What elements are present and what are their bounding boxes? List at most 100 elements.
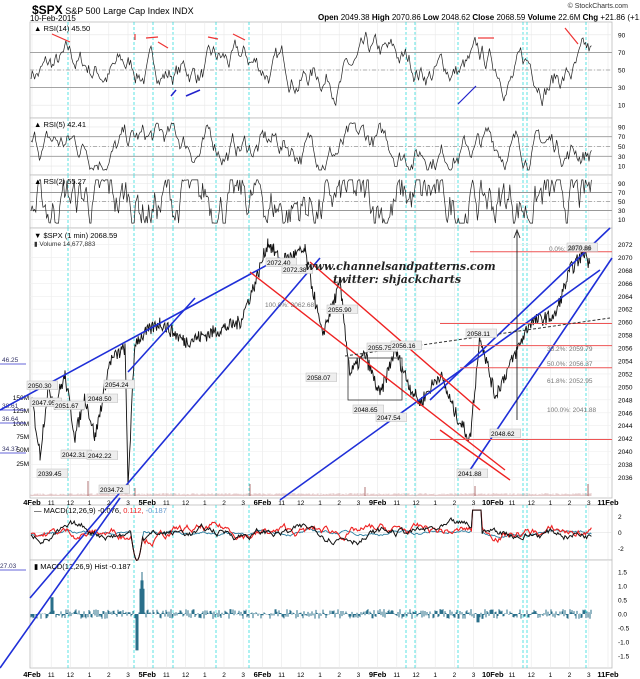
x-axis-tick: 11 <box>393 672 400 679</box>
hist-label: ▮ MACD(12,26,9) Hist -0.187 <box>34 562 131 571</box>
x-axis-tick: 3 <box>357 672 361 679</box>
x-axis-tick: 6Feb <box>254 670 272 679</box>
x-axis-tick: 11 <box>509 500 516 507</box>
price-axis-tick: 2048 <box>618 397 633 404</box>
copyright: © StockCharts.com <box>567 3 628 10</box>
macd-axis-tick: 2 <box>618 514 622 521</box>
x-axis-tick: 1 <box>549 672 553 679</box>
x-axis-tick: 2 <box>568 672 572 679</box>
x-axis-tick: 3 <box>357 500 361 507</box>
price-panel-label: ▼ $SPX (1 min) 2068.59 <box>34 231 117 240</box>
x-axis-tick: 1 <box>203 672 207 679</box>
price-axis-tick: 2068 <box>618 268 633 275</box>
x-axis-tick: 2 <box>222 500 226 507</box>
low-value: 2048.62 <box>441 13 471 22</box>
hist-axis-tick: 0.5 <box>618 598 627 605</box>
x-axis-tick: 9Feb <box>369 498 387 507</box>
x-axis-tick: 3 <box>587 500 591 507</box>
volume-axis-tick: 75M <box>16 434 29 441</box>
x-axis-tick: 3 <box>241 672 245 679</box>
macd-line <box>30 509 592 561</box>
x-axis-tick: 3 <box>472 672 476 679</box>
price-annotation: 2072.40 <box>267 260 291 267</box>
left-axis-tick: 36.64 <box>2 416 19 423</box>
x-axis-tick: 2 <box>337 500 341 507</box>
x-axis-tick: 3 <box>126 500 130 507</box>
hist-axis-tick: 1.0 <box>618 584 627 591</box>
channel-line <box>429 227 611 401</box>
price-axis-tick: 2062 <box>618 307 633 314</box>
macd-axis-tick: 0 <box>618 530 622 537</box>
x-axis-tick: 10Feb <box>482 670 504 679</box>
x-axis-tick: 3 <box>241 500 245 507</box>
x-axis-tick: 9Feb <box>369 670 387 679</box>
x-axis-tick: 11Feb <box>597 498 619 507</box>
x-axis-tick: 11 <box>509 672 516 679</box>
volume-axis-tick: 50M <box>16 447 29 454</box>
watermark-twitter: twitter: shjackcharts <box>333 273 461 286</box>
y-axis-tick: 50 <box>618 68 626 75</box>
x-axis-tick: 1 <box>318 500 322 507</box>
price-axis-tick: 2054 <box>618 359 633 366</box>
x-axis-tick: 5Feb <box>138 498 156 507</box>
x-axis-tick: 2 <box>107 500 111 507</box>
rsi5-line <box>30 122 592 171</box>
fib-annotation: 0.0%: 2070.88 <box>549 246 591 253</box>
y-axis-tick: 50 <box>618 144 626 151</box>
price-axis-tick: 2050 <box>618 384 633 391</box>
open-value: 2049.38 <box>340 13 370 22</box>
x-axis-tick: 12 <box>528 672 536 679</box>
channel-line <box>29 257 321 599</box>
x-axis-tick: 12 <box>528 500 536 507</box>
price-annotation: 2047.95 <box>32 400 56 407</box>
price-annotation: 2058.11 <box>467 331 490 338</box>
exchange: INDX <box>172 6 194 16</box>
change-value: +21.86 (+1.07%) <box>600 13 640 22</box>
channel-line <box>439 429 511 481</box>
y-axis-tick: 70 <box>618 134 626 141</box>
left-axis-tick: 38.61 <box>2 403 19 410</box>
rsi14-line <box>30 31 592 107</box>
left-axis-tick: 34.37 <box>2 446 19 453</box>
y-axis-tick: 30 <box>618 208 626 215</box>
index-name: S&P 500 Large Cap Index <box>65 6 170 16</box>
price-annotation: 2050.30 <box>28 383 52 390</box>
price-axis-tick: 2052 <box>618 371 633 378</box>
price-annotation: 2047.54 <box>377 415 401 422</box>
x-axis-tick: 1 <box>433 500 437 507</box>
x-axis-tick: 12 <box>182 500 190 507</box>
fib-annotation: 50.0%: 2056.37 <box>547 361 593 368</box>
volume-value: 22.6M <box>558 13 581 22</box>
x-axis-tick: 1 <box>88 672 92 679</box>
left-axis-tick: 27.03 <box>0 563 17 570</box>
y-axis-tick: 90 <box>618 124 626 131</box>
hist-axis-tick: -1.0 <box>618 640 630 647</box>
chart-date: 10-Feb-2015 <box>30 14 76 23</box>
x-axis-tick: 11Feb <box>597 670 619 679</box>
y-axis-tick: 10 <box>618 217 626 224</box>
x-axis-tick: 12 <box>412 672 420 679</box>
price-annotation: 2056.16 <box>392 343 416 350</box>
price-annotation: 2055.90 <box>328 307 352 314</box>
x-axis-tick: 11 <box>163 672 170 679</box>
price-annotation: 2072.38 <box>283 267 307 274</box>
price-axis-tick: 2058 <box>618 333 633 340</box>
channel-line <box>279 269 601 501</box>
price-axis-tick: 2042 <box>618 436 633 443</box>
rsi2-label: ▲ RSI(2) 55.27 <box>34 177 86 186</box>
y-axis-tick: 70 <box>618 50 626 57</box>
volume-axis-tick: 125M <box>13 408 29 415</box>
x-axis-tick: 12 <box>182 672 190 679</box>
price-annotation: 2048.65 <box>354 407 378 414</box>
price-axis-tick: 2064 <box>618 294 633 301</box>
left-axis-tick: 46.25 <box>2 357 19 364</box>
x-axis-tick: 11 <box>278 500 285 507</box>
x-axis-tick: 12 <box>67 672 75 679</box>
x-axis-tick: 11 <box>393 500 400 507</box>
y-axis-tick: 70 <box>618 190 626 197</box>
hist-axis-tick: -0.5 <box>618 626 630 633</box>
price-annotation: 2054.24 <box>105 382 129 389</box>
chart-title: $SPX S&P 500 Large Cap Index INDX <box>32 3 194 17</box>
hist-axis-tick: 0.0 <box>618 612 627 619</box>
x-axis-tick: 3 <box>587 672 591 679</box>
